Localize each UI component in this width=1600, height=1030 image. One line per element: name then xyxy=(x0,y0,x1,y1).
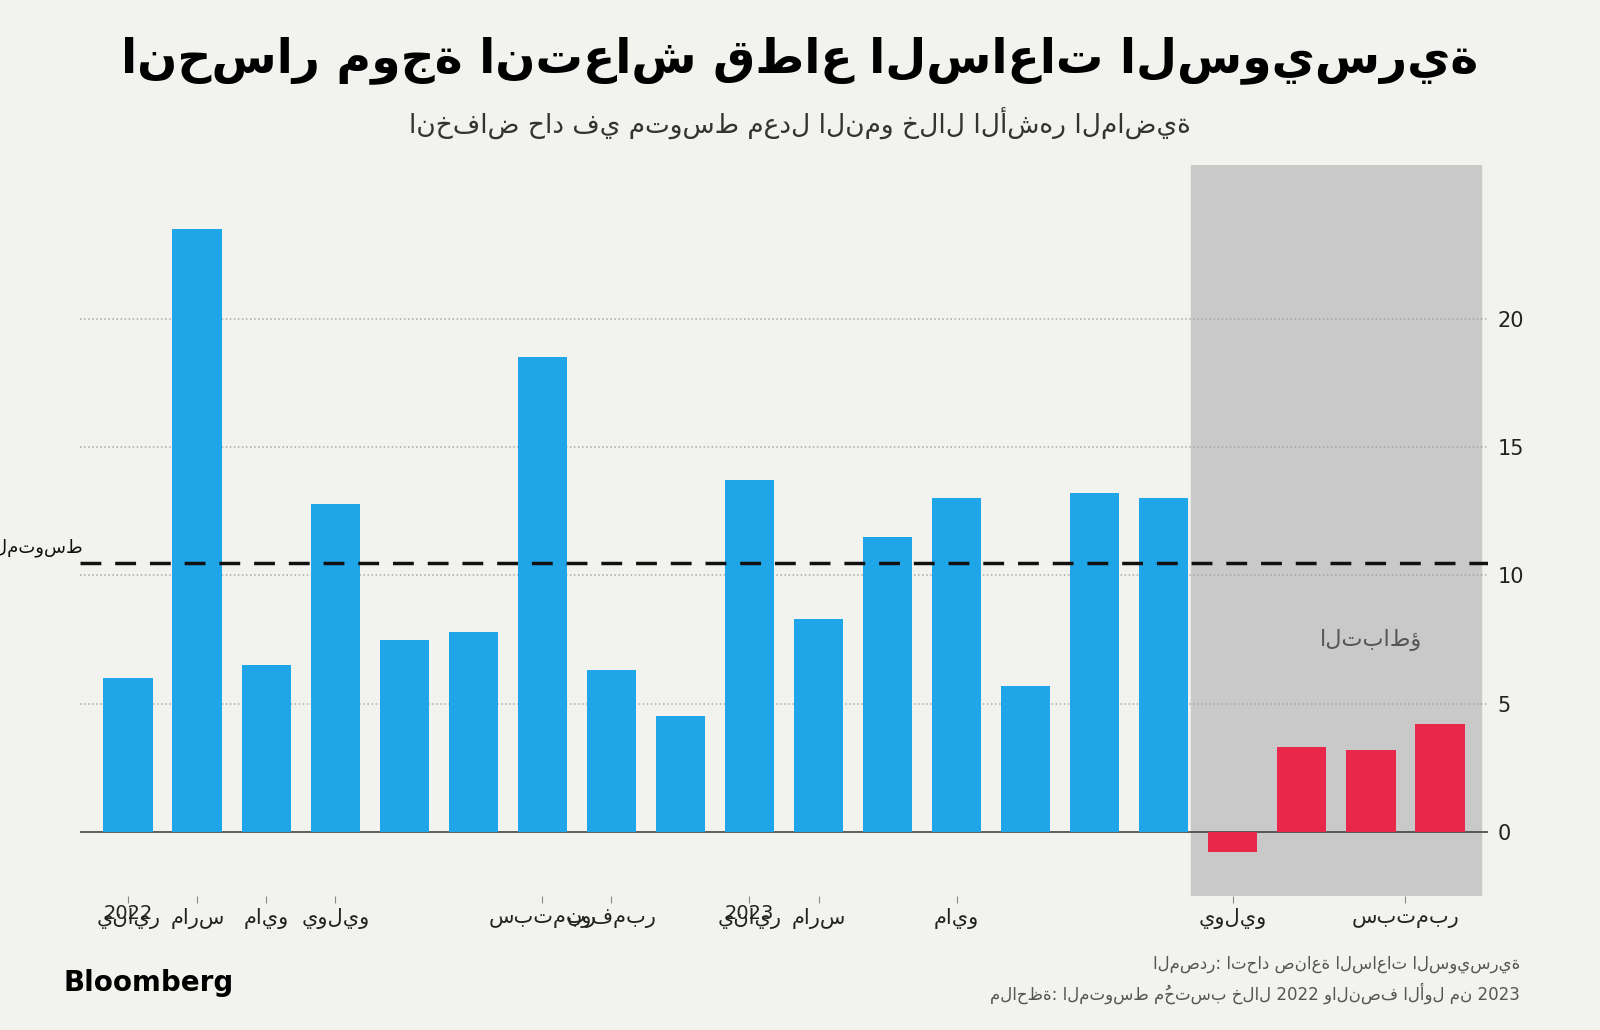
Text: انحسار موجة انتعاش قطاع الساعات السويسرية: انحسار موجة انتعاش قطاع الساعات السويسري… xyxy=(122,36,1478,83)
Bar xyxy=(1192,165,1482,896)
Bar xyxy=(379,640,429,832)
Bar xyxy=(448,631,498,832)
Bar xyxy=(725,480,774,832)
Bar xyxy=(931,499,981,832)
Bar xyxy=(173,229,222,832)
Text: المتوسط: المتوسط xyxy=(0,539,83,557)
Text: ملاحظة: المتوسط مُحتسب خلال 2022 والنصف الأول من 2023: ملاحظة: المتوسط مُحتسب خلال 2022 والنصف … xyxy=(990,983,1520,1004)
Bar xyxy=(310,504,360,832)
Bar xyxy=(862,537,912,832)
Text: 2022: 2022 xyxy=(104,903,154,923)
Bar xyxy=(517,357,568,832)
Bar xyxy=(1139,499,1189,832)
Text: 2023: 2023 xyxy=(725,903,774,923)
Text: Bloomberg: Bloomberg xyxy=(64,969,234,997)
Bar xyxy=(1000,686,1051,832)
Bar xyxy=(1208,832,1258,853)
Text: التباطؤ: التباطؤ xyxy=(1320,628,1422,651)
Bar xyxy=(794,619,843,832)
Bar xyxy=(1070,493,1120,832)
Bar xyxy=(1346,750,1395,832)
Bar xyxy=(1277,748,1326,832)
Bar xyxy=(587,671,637,832)
Bar xyxy=(1414,724,1464,832)
Text: المصدر: اتحاد صناعة الساعات السويسرية: المصدر: اتحاد صناعة الساعات السويسرية xyxy=(1152,956,1520,973)
Bar xyxy=(656,717,706,832)
Text: انخفاض حاد في متوسط معدل النمو خلال الأشهر الماضية: انخفاض حاد في متوسط معدل النمو خلال الأش… xyxy=(410,108,1190,140)
Bar xyxy=(242,665,291,832)
Bar xyxy=(104,678,154,832)
